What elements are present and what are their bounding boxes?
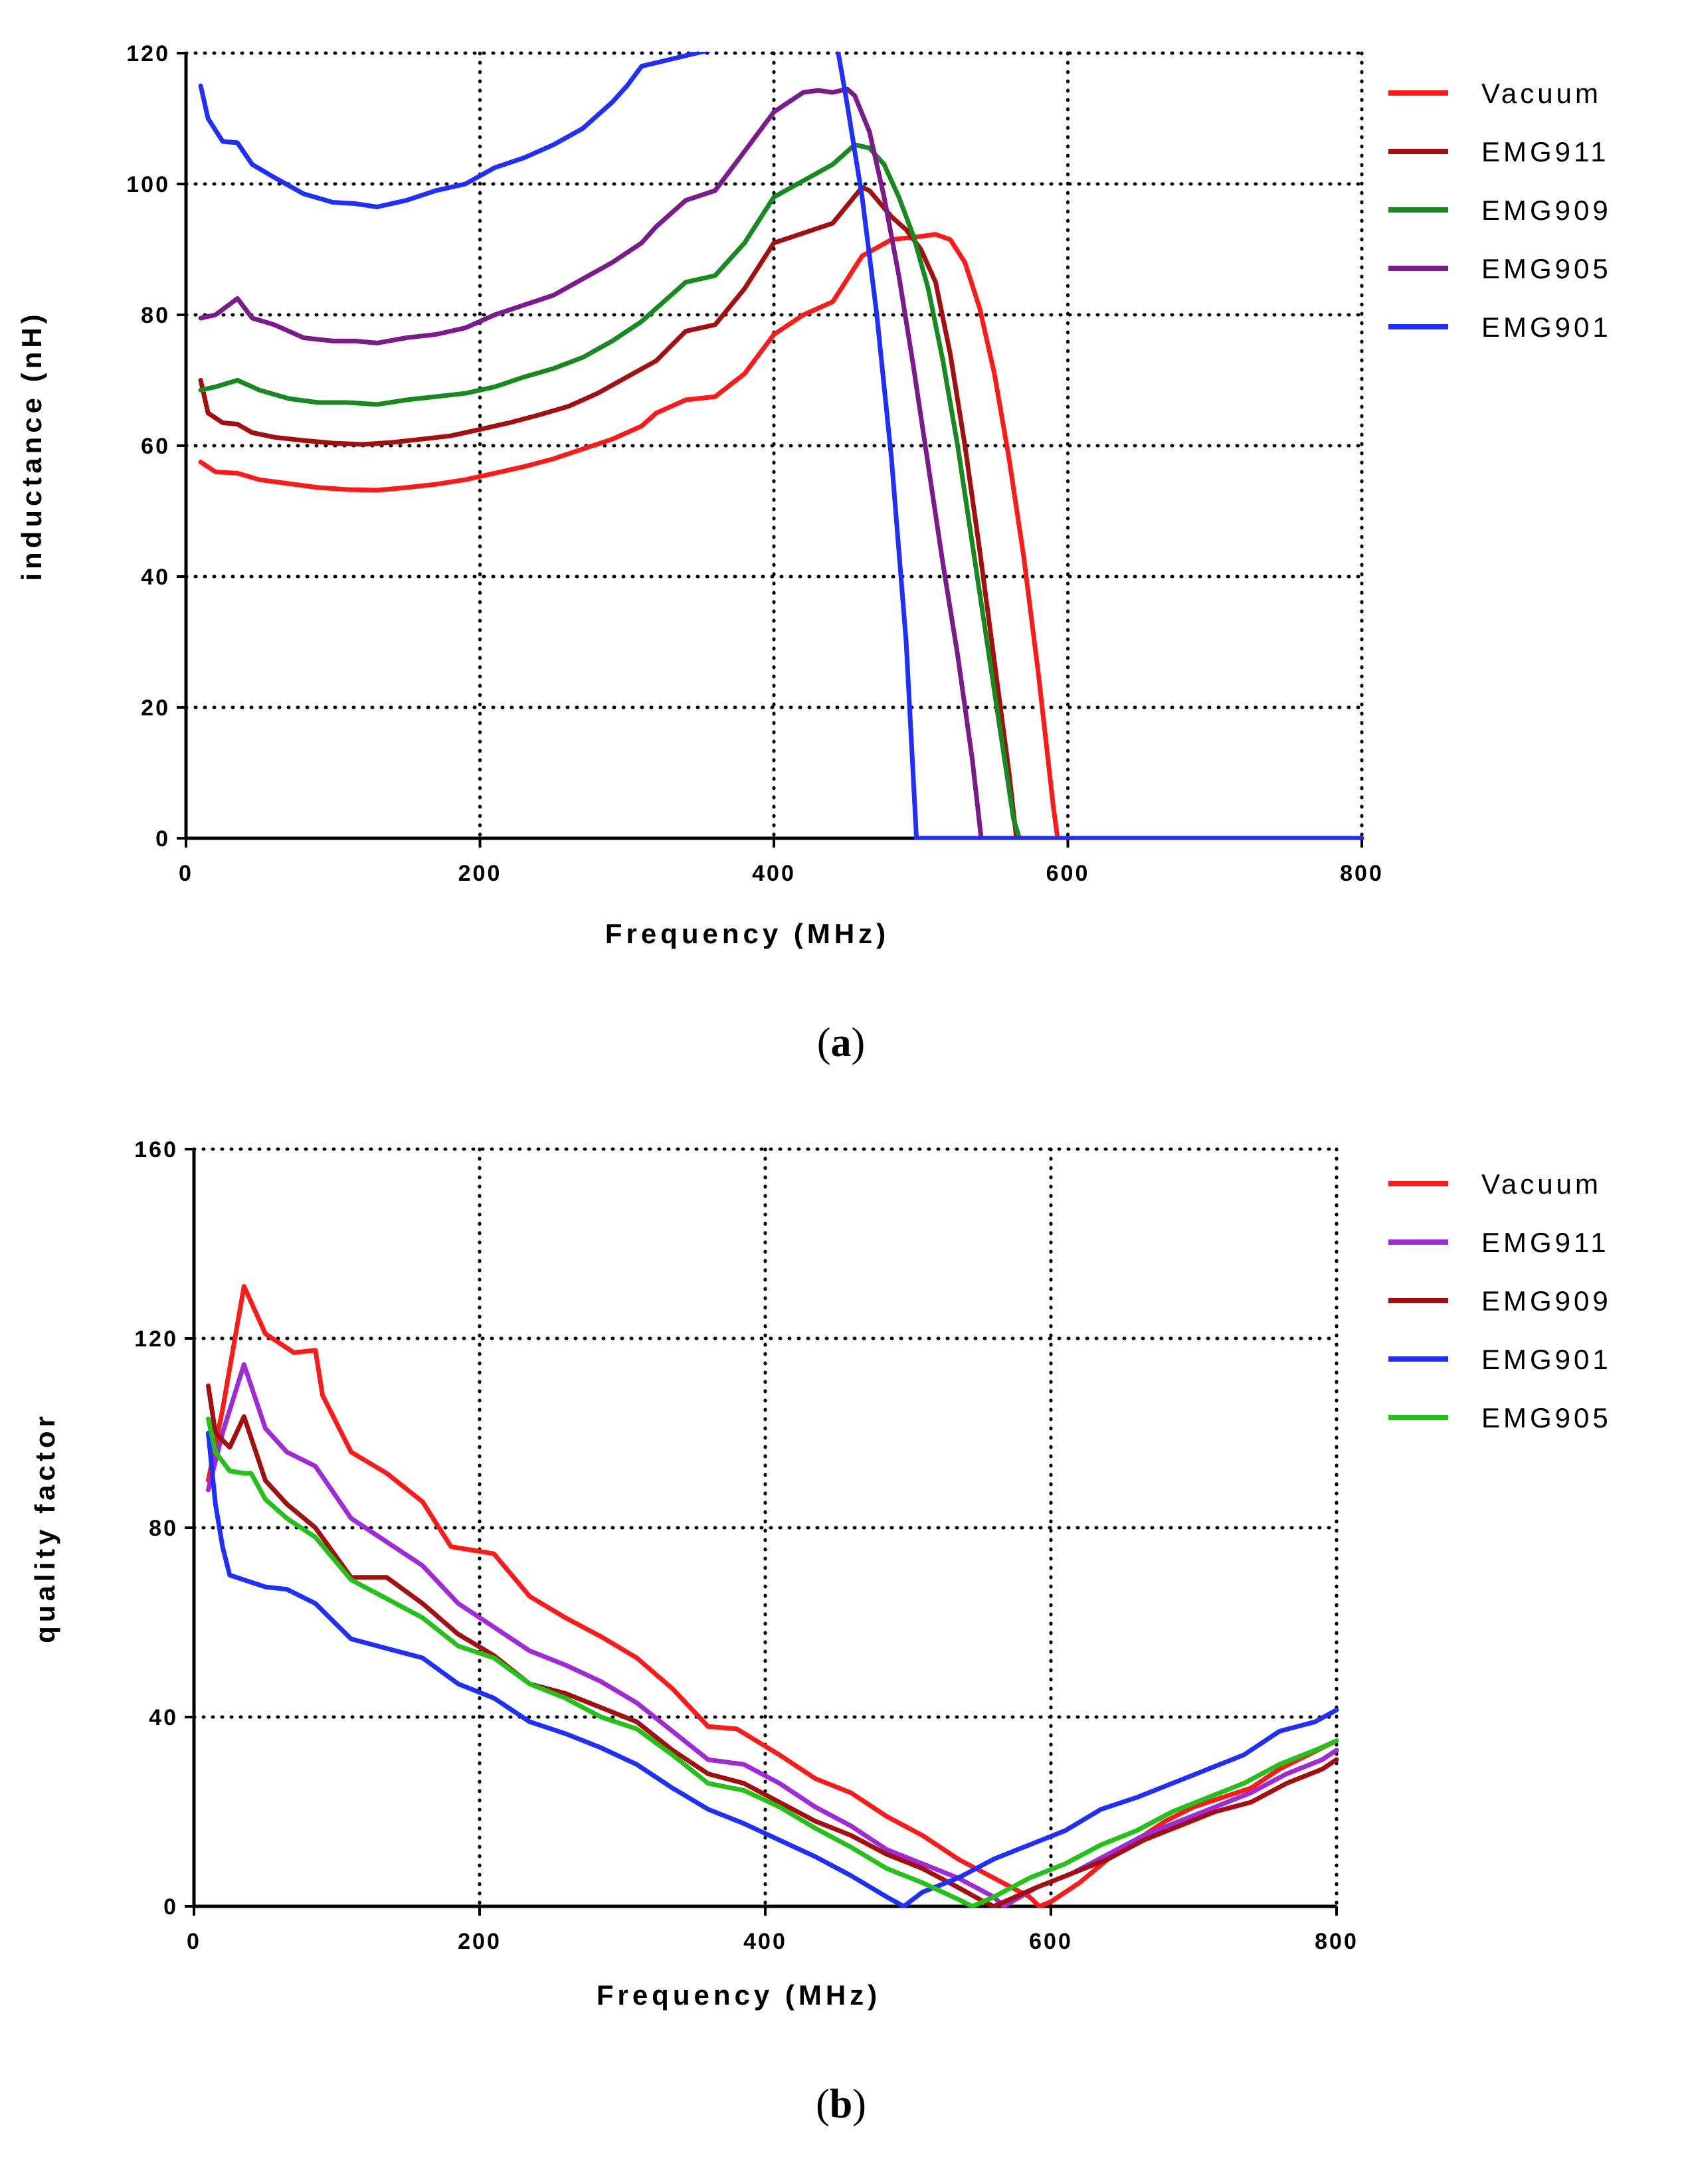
series-line-emg909 — [206, 1383, 1339, 1908]
gridlines — [192, 1147, 1339, 1908]
y-tick-label: 120 — [126, 41, 170, 66]
x-axis-label: Frequency (MHz) — [605, 918, 889, 949]
x-tick-label: 400 — [752, 861, 796, 886]
y-tick-label: 20 — [141, 695, 170, 721]
x-tick-label: 600 — [1029, 1929, 1073, 1954]
y-tick-label: 0 — [163, 1894, 178, 1920]
legend-label-emg911: EMG911 — [1481, 1227, 1610, 1258]
series-line-emg901 — [206, 1431, 1339, 1908]
series-line-vacuum — [198, 232, 1364, 840]
y-axis-label: quality factor — [29, 1412, 60, 1643]
y-tick-label: 40 — [141, 565, 170, 590]
legend-label-emg911: EMG911 — [1481, 136, 1610, 167]
x-tick-label: 800 — [1315, 1929, 1358, 1954]
chart-panel-b: 0 200 400 600 800 0 40 80 120 160 Frequency (MHz) q… — [29, 1137, 1612, 2127]
legend-label-emg905: EMG905 — [1481, 253, 1612, 284]
y-tick-label: 100 — [126, 172, 170, 197]
gridlines — [184, 51, 1364, 840]
y-axis-label: inductance (nH) — [16, 310, 47, 581]
series-line-emg911 — [206, 1362, 1339, 1908]
y-tick-label: 60 — [141, 434, 170, 459]
panel-label: (a) — [817, 1020, 865, 1065]
legend-label-emg909: EMG909 — [1481, 195, 1612, 226]
series-lines — [206, 1284, 1339, 1908]
series-line-emg905 — [206, 1416, 1339, 1908]
panel-label: (b) — [816, 2082, 866, 2127]
y-tick-label: 80 — [149, 1516, 178, 1541]
legend-label-emg905: EMG905 — [1481, 1402, 1612, 1433]
x-tick-label: 600 — [1046, 861, 1090, 886]
series-line-emg911 — [198, 185, 1364, 840]
x-tick-label: 800 — [1340, 861, 1384, 886]
x-tick-label: 200 — [458, 1929, 502, 1954]
y-tick-label: 120 — [134, 1326, 178, 1352]
y-tick-label: 80 — [141, 303, 170, 328]
legend: Vacuum EMG911 EMG909 EMG905 EMG901 — [1388, 78, 1612, 343]
legend-label-vacuum: Vacuum — [1481, 1168, 1602, 1200]
chart-panel-a: 0 200 400 600 800 0 20 40 60 80 100 120 Frequency (M… — [16, 41, 1612, 1065]
x-tick-label: 400 — [743, 1929, 787, 1954]
series-line-emg905 — [198, 86, 1364, 840]
series-lines — [198, 52, 1364, 840]
legend-label-emg901: EMG901 — [1481, 312, 1612, 343]
series-line-emg909 — [198, 142, 1364, 840]
x-tick-label: 0 — [187, 1929, 201, 1954]
legend: Vacuum EMG911 EMG909 EMG901 EMG905 — [1388, 1168, 1612, 1433]
series-line-emg901 — [198, 52, 1364, 840]
x-axis-label: Frequency (MHz) — [597, 1979, 881, 2011]
legend-label-vacuum: Vacuum — [1481, 78, 1602, 109]
legend-label-emg909: EMG909 — [1481, 1285, 1612, 1317]
y-tick-label: 0 — [155, 826, 170, 852]
x-tick-label: 0 — [179, 861, 193, 886]
x-tick-label: 200 — [458, 861, 502, 886]
legend-label-emg901: EMG901 — [1481, 1344, 1612, 1375]
y-tick-label: 160 — [134, 1137, 178, 1162]
y-tick-label: 40 — [149, 1705, 178, 1730]
